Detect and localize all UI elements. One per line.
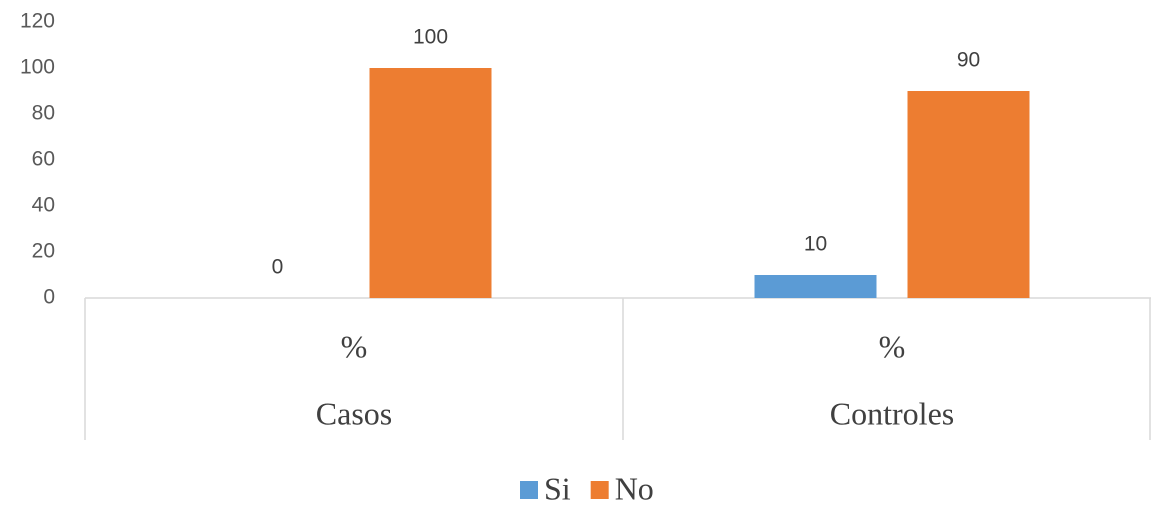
bar xyxy=(369,68,492,298)
legend-swatch xyxy=(590,481,609,499)
legend-swatch xyxy=(520,481,538,499)
legend-label: No xyxy=(615,470,654,506)
y-tick-label: 80 xyxy=(32,102,55,125)
x-tick-label: Casos xyxy=(316,395,392,431)
bar xyxy=(907,91,1030,298)
x-subcategory-label: % xyxy=(879,328,906,364)
x-subcategory-label: % xyxy=(341,328,368,364)
data-label: 10 xyxy=(804,233,827,256)
y-tick-label: 120 xyxy=(20,10,55,33)
y-tick-label: 40 xyxy=(32,194,55,217)
y-tick-label: 100 xyxy=(20,56,55,79)
data-label: 0 xyxy=(272,256,284,279)
y-tick-label: 20 xyxy=(32,240,55,263)
data-label: 100 xyxy=(413,26,448,49)
x-tick-label: Controles xyxy=(830,395,954,431)
y-tick-label: 60 xyxy=(32,148,55,171)
legend-label: Si xyxy=(544,470,571,506)
data-label: 90 xyxy=(957,49,980,72)
y-tick-label: 0 xyxy=(43,286,55,309)
bar xyxy=(754,275,877,298)
